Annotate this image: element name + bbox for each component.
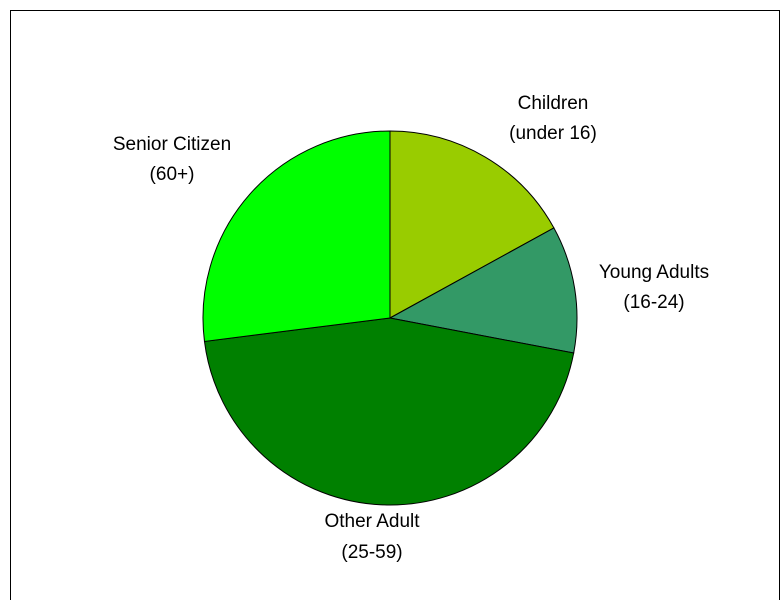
slice-label-children-line2: (under 16)	[509, 123, 597, 144]
pie-slices	[202, 130, 578, 506]
pie-slice-children	[389, 130, 555, 319]
slice-label-other-adult-line1: Other Adult	[324, 511, 420, 532]
slice-label-other-adult-line2: (25-59)	[341, 542, 402, 563]
slice-label-young-adults-line1: Young Adults	[599, 262, 709, 283]
pie-slice-other-adult	[203, 317, 575, 506]
pie-slice-young-adults	[388, 227, 578, 354]
slice-label-senior-citizen-line1: Senior Citizen	[113, 134, 231, 155]
pie-slice-senior-citizen	[202, 130, 391, 342]
slice-label-senior-citizen-line2: (60+)	[150, 164, 195, 185]
slice-label-children-line1: Children	[518, 93, 589, 114]
slice-label-young-adults-line2: (16-24)	[623, 292, 684, 313]
